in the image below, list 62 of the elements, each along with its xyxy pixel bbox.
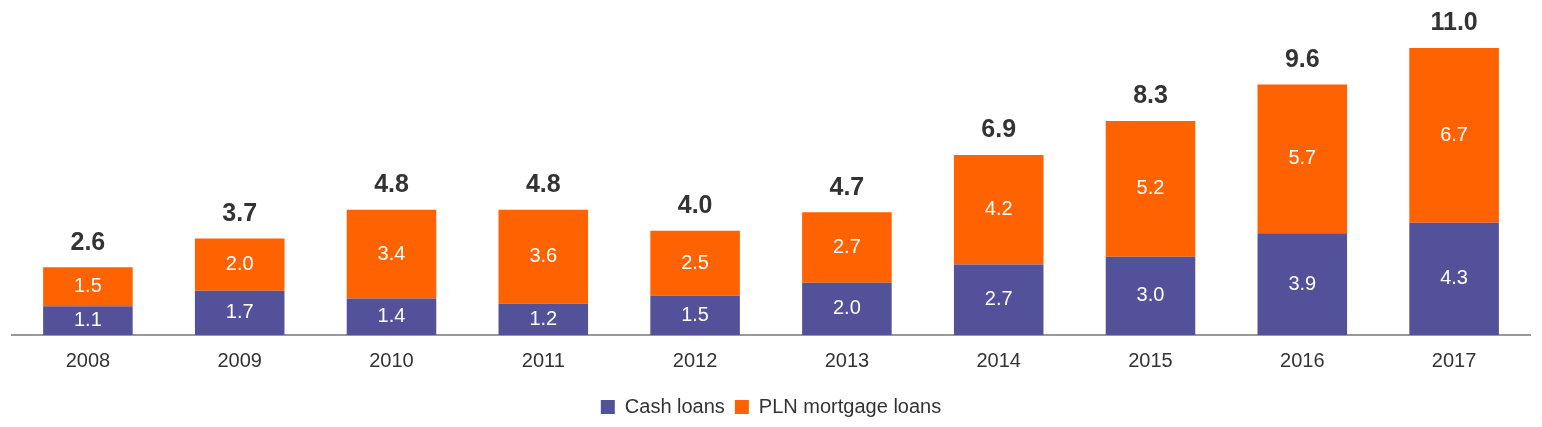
data-label: 1.2 xyxy=(529,306,558,329)
bar xyxy=(802,282,892,335)
data-label: 5.7 xyxy=(1288,146,1317,169)
x-tick-label: 2009 xyxy=(217,348,262,371)
data-label: 3.9 xyxy=(1288,271,1317,294)
data-label: 1.4 xyxy=(377,304,406,327)
total-label: 4.0 xyxy=(677,190,713,219)
bar xyxy=(498,209,589,304)
data-label: 2.0 xyxy=(225,252,254,275)
x-tick-label: 2012 xyxy=(672,348,718,371)
data-label: 4.3 xyxy=(1440,266,1469,289)
bar xyxy=(802,212,892,283)
bar xyxy=(953,264,1044,335)
bar xyxy=(346,298,437,335)
total-label: 2.6 xyxy=(70,226,106,255)
data-label: 2.7 xyxy=(984,287,1013,310)
bar xyxy=(1105,121,1196,257)
bar xyxy=(650,295,740,335)
data-label: 1.5 xyxy=(73,274,102,297)
bar xyxy=(43,306,133,335)
bar xyxy=(1409,222,1499,335)
total-label: 4.8 xyxy=(374,169,409,198)
bar xyxy=(1257,84,1348,234)
data-label: 3.0 xyxy=(1136,283,1165,306)
x-tick-label: 2010 xyxy=(369,348,414,371)
total-label: 8.3 xyxy=(1133,80,1168,109)
data-label: 1.5 xyxy=(681,302,710,325)
data-label: 6.7 xyxy=(1440,122,1469,145)
total-label: 4.7 xyxy=(829,171,865,200)
data-label: 2.0 xyxy=(832,296,861,319)
bar xyxy=(1409,48,1499,223)
bar xyxy=(194,290,285,335)
x-tick-label: 2016 xyxy=(1280,348,1325,371)
data-label: 1.7 xyxy=(225,300,254,323)
bar xyxy=(650,230,740,296)
bar xyxy=(1105,256,1196,335)
x-tick-label: 2013 xyxy=(824,348,870,371)
data-label: 2.5 xyxy=(681,250,710,273)
x-tick-label: 2011 xyxy=(521,348,565,371)
data-label: 5.2 xyxy=(1136,176,1165,199)
total-label: 6.9 xyxy=(981,114,1017,143)
bar xyxy=(498,303,589,335)
x-tick-label: 2008 xyxy=(65,348,111,371)
legend-label: PLN mortgage loans xyxy=(758,394,942,417)
bar xyxy=(1257,233,1348,335)
data-label: 3.6 xyxy=(529,244,558,267)
bar xyxy=(953,154,1044,265)
total-label: 9.6 xyxy=(1284,43,1320,72)
data-label: 3.4 xyxy=(377,241,406,264)
bar xyxy=(43,267,133,307)
data-label: 1.1 xyxy=(73,308,102,331)
total-label: 11.0 xyxy=(1430,7,1478,36)
legend-label: Cash loans xyxy=(624,394,725,417)
data-label: 2.7 xyxy=(832,235,861,258)
x-tick-label: 2014 xyxy=(976,348,1021,371)
x-tick-label: 2015 xyxy=(1128,348,1173,371)
total-label: 3.7 xyxy=(222,197,258,226)
data-label: 4.2 xyxy=(984,197,1013,220)
bar xyxy=(194,238,285,291)
x-tick-label: 2017 xyxy=(1431,348,1477,371)
total-label: 4.8 xyxy=(525,169,561,198)
bar xyxy=(346,209,437,299)
